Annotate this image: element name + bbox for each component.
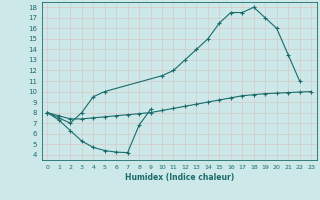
- X-axis label: Humidex (Indice chaleur): Humidex (Indice chaleur): [124, 173, 234, 182]
